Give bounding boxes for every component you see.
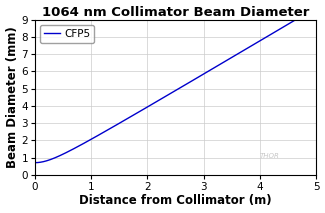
- Text: THOR: THOR: [260, 153, 280, 159]
- X-axis label: Distance from Collimator (m): Distance from Collimator (m): [79, 194, 272, 207]
- Legend: CFP5: CFP5: [40, 25, 94, 43]
- Title: 1064 nm Collimator Beam Diameter: 1064 nm Collimator Beam Diameter: [42, 6, 309, 19]
- Y-axis label: Beam Diameter (mm): Beam Diameter (mm): [6, 26, 19, 168]
